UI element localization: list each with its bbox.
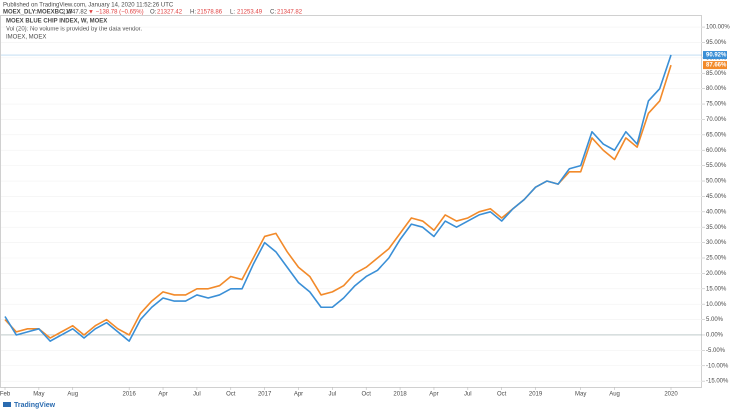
ohlc-value: 21253.49	[237, 10, 263, 16]
y-tick-label: 60.00%	[706, 148, 727, 154]
x-tick-label: Oct	[497, 392, 507, 398]
y-tick-label: 50.00%	[706, 179, 727, 185]
legend-line: Vol (20): No volume is provided by the d…	[6, 27, 142, 33]
last-price: 21347.82	[62, 10, 88, 16]
x-tick-label: Aug	[67, 392, 78, 398]
x-tick-label: Apr	[158, 392, 167, 398]
ohlc-value: 21578.86	[197, 10, 223, 16]
y-tick-label: 30.00%	[706, 240, 727, 246]
ohlc-label: H:	[190, 10, 196, 16]
plot-frame	[0, 15, 702, 388]
published-note: Published on TradingView.com, January 14…	[3, 3, 174, 9]
y-tick-label: 20.00%	[706, 271, 727, 277]
x-tick-label: Jul	[464, 392, 472, 398]
ohlc-label: O:	[150, 10, 157, 16]
y-tick-label: 70.00%	[706, 117, 727, 123]
y-tick-label: 65.00%	[706, 132, 727, 138]
series-line	[4, 54, 672, 342]
symbol: MOEX_DLY:MOEXBC, W	[3, 10, 73, 16]
x-tick-label: 2016	[122, 392, 136, 398]
x-tick-label: 2020	[664, 392, 678, 398]
last-value-label: 87.66%	[706, 63, 727, 69]
y-tick-label: -15.00%	[706, 379, 729, 385]
x-tick-label: 2019	[529, 392, 543, 398]
y-tick-label: 0.00%	[706, 333, 724, 339]
x-tick-label: 2018	[393, 392, 407, 398]
x-tick-label: Aug	[609, 392, 620, 398]
last-value-box	[703, 61, 727, 70]
y-tick-label: 75.00%	[706, 102, 727, 108]
x-tick-label: Jul	[329, 392, 337, 398]
series-line	[4, 64, 672, 339]
x-tick-label: May	[33, 392, 44, 398]
y-tick-label: 55.00%	[706, 163, 727, 169]
y-tick-label: 95.00%	[706, 40, 727, 46]
price-change: ▼ −138.78 (−0.65%)	[88, 10, 144, 16]
y-tick-label: 100.00%	[706, 25, 730, 31]
x-tick-label: Apr	[294, 392, 303, 398]
logo-icon	[3, 402, 11, 407]
y-tick-label: -5.00%	[706, 348, 726, 354]
y-tick-label: 45.00%	[706, 194, 727, 200]
y-tick-label: 35.00%	[706, 225, 727, 231]
ohlc-label: L:	[230, 10, 235, 16]
ohlc-value: 21327.42	[157, 10, 183, 16]
x-tick-label: Oct	[226, 392, 236, 398]
y-tick-label: 25.00%	[706, 256, 727, 262]
legend-line: MOEX BLUE CHIP INDEX, W, MOEX	[6, 19, 107, 25]
last-value-label: 90.92%	[706, 53, 727, 59]
footer-logo: TradingView	[14, 402, 56, 409]
x-tick-label: Oct	[362, 392, 372, 398]
x-tick-label: May	[575, 392, 586, 398]
x-tick-label: Jul	[193, 392, 201, 398]
y-tick-label: 10.00%	[706, 302, 727, 308]
y-tick-label: 80.00%	[706, 86, 727, 92]
legend-line: IMOEX, MOEX	[6, 35, 46, 41]
x-tick-label: Apr	[429, 392, 438, 398]
y-tick-label: 85.00%	[706, 71, 727, 77]
y-tick-label: 5.00%	[706, 317, 724, 323]
y-tick-label: 15.00%	[706, 286, 727, 292]
x-tick-label: 2017	[258, 392, 272, 398]
ohlc-value: 21347.82	[277, 10, 303, 16]
y-tick-label: 40.00%	[706, 209, 727, 215]
ohlc-label: C:	[270, 10, 276, 16]
last-value-box	[703, 51, 727, 60]
x-tick-label: Feb	[0, 392, 11, 398]
y-tick-label: -10.00%	[706, 363, 729, 369]
